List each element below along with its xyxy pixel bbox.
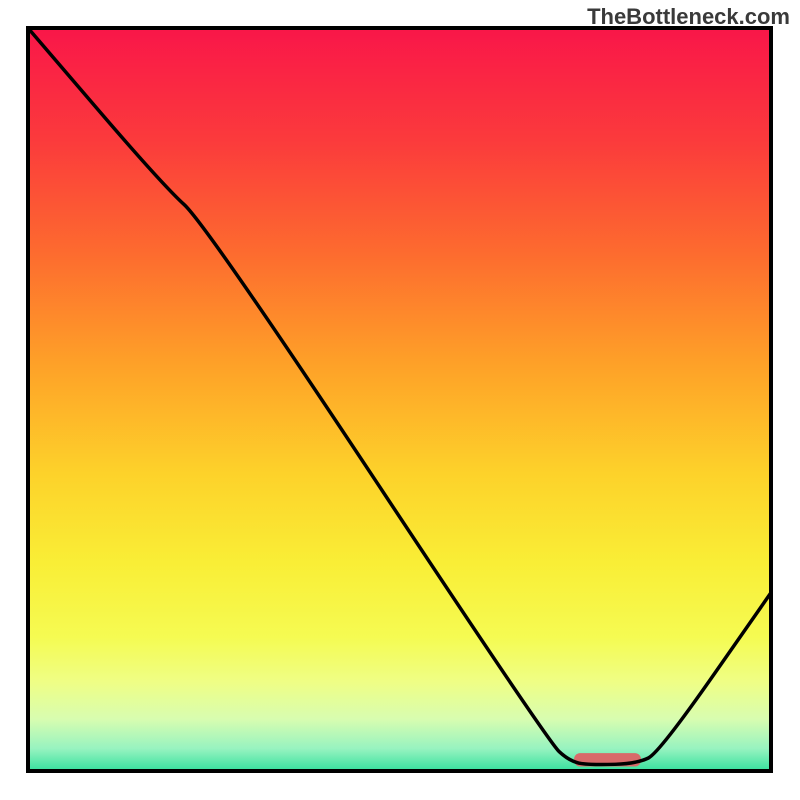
plot-background <box>28 28 771 771</box>
watermark-text: TheBottleneck.com <box>587 4 790 30</box>
bottleneck-chart <box>0 0 800 800</box>
